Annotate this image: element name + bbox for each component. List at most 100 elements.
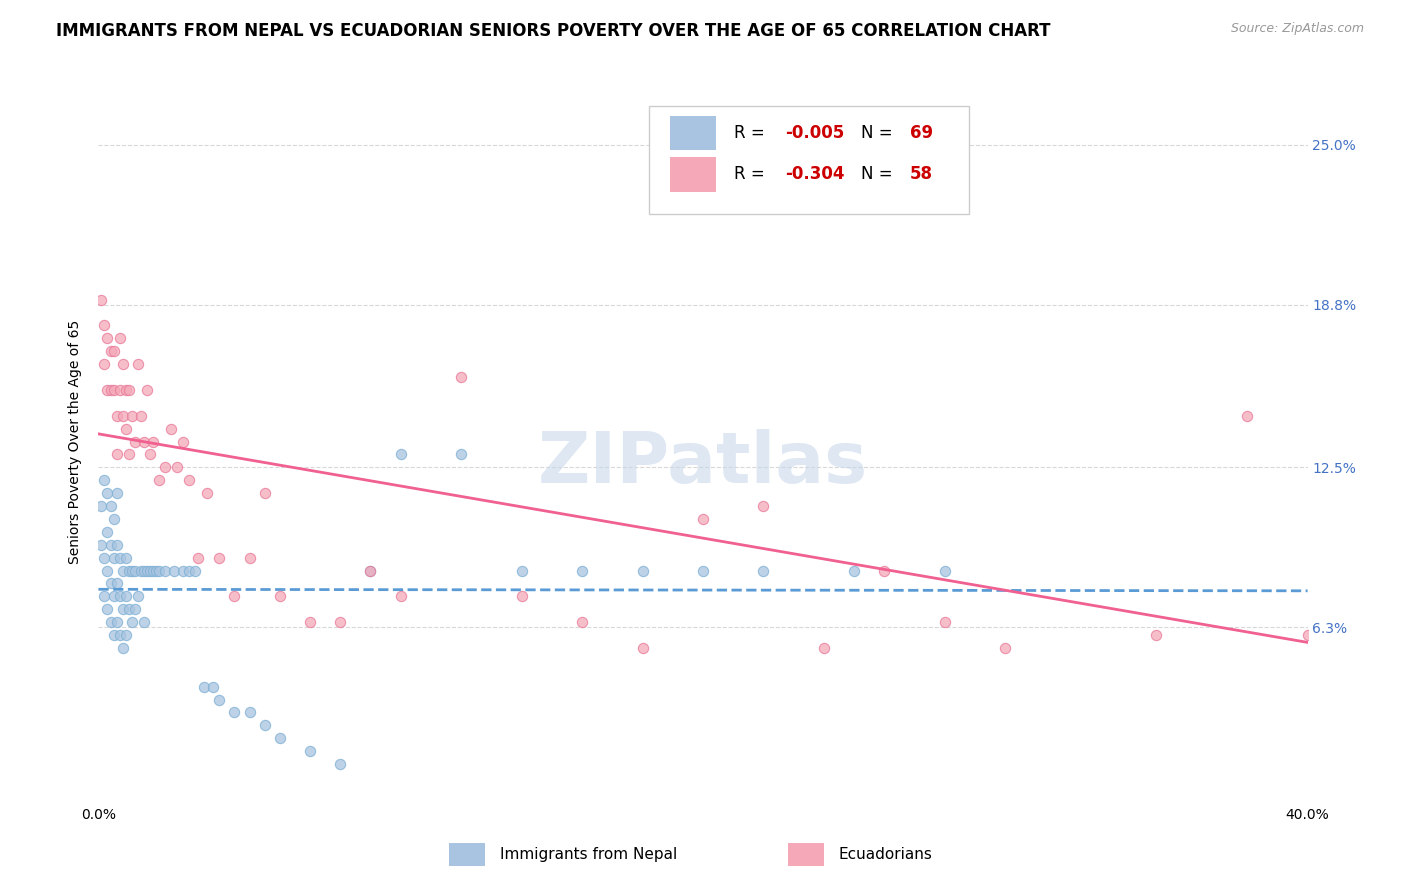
Text: N =: N = <box>862 165 898 183</box>
Point <box>121 409 143 423</box>
Text: Source: ZipAtlas.com: Source: ZipAtlas.com <box>1230 22 1364 36</box>
Point <box>132 615 155 630</box>
Point <box>96 524 118 539</box>
Point <box>450 370 472 384</box>
Point <box>135 383 157 397</box>
FancyBboxPatch shape <box>648 105 969 214</box>
Point <box>105 486 128 500</box>
Point <box>93 473 115 487</box>
Point <box>111 357 134 371</box>
Y-axis label: Seniors Poverty Over the Age of 65: Seniors Poverty Over the Age of 65 <box>69 319 83 564</box>
FancyBboxPatch shape <box>787 843 824 866</box>
Text: Immigrants from Nepal: Immigrants from Nepal <box>501 847 678 863</box>
Point <box>108 628 131 642</box>
Point <box>510 590 533 604</box>
Point <box>132 434 155 449</box>
Point <box>1144 628 1167 642</box>
Point <box>93 550 115 565</box>
Point <box>1236 409 1258 423</box>
Point <box>208 692 231 706</box>
Text: -0.304: -0.304 <box>785 165 845 183</box>
Point <box>184 564 207 578</box>
Point <box>153 460 176 475</box>
Point <box>160 422 183 436</box>
Point <box>90 499 112 513</box>
Text: ZIPatlas: ZIPatlas <box>538 429 868 498</box>
Point <box>103 512 125 526</box>
Point <box>389 590 412 604</box>
Point <box>129 409 152 423</box>
Point <box>108 331 131 345</box>
Point <box>132 564 155 578</box>
Point <box>103 344 125 359</box>
Point <box>96 383 118 397</box>
Point <box>114 383 136 397</box>
Point <box>96 602 118 616</box>
Point <box>299 615 322 630</box>
Point <box>105 447 128 461</box>
Point <box>93 318 115 333</box>
Point <box>179 564 201 578</box>
Point <box>1296 628 1319 642</box>
Text: R =: R = <box>734 124 770 142</box>
Point <box>121 615 143 630</box>
Point <box>100 615 122 630</box>
Point <box>127 590 149 604</box>
Point <box>111 640 134 655</box>
Point <box>96 331 118 345</box>
Point <box>124 602 146 616</box>
Point <box>114 550 136 565</box>
Point <box>121 564 143 578</box>
Point <box>148 473 170 487</box>
Point <box>389 447 412 461</box>
Point <box>108 550 131 565</box>
Point <box>103 628 125 642</box>
Point <box>844 564 866 578</box>
Point <box>124 564 146 578</box>
Point <box>253 486 276 500</box>
Point <box>269 731 291 746</box>
Text: 69: 69 <box>910 124 934 142</box>
Point <box>105 538 128 552</box>
Point <box>93 357 115 371</box>
Point <box>105 576 128 591</box>
Point <box>90 293 112 307</box>
Point <box>752 564 775 578</box>
Point <box>172 434 194 449</box>
Point <box>253 718 276 732</box>
Point <box>100 344 122 359</box>
Point <box>129 564 152 578</box>
Point <box>100 383 122 397</box>
Point <box>450 447 472 461</box>
Point <box>108 383 131 397</box>
Point <box>114 422 136 436</box>
Point <box>571 564 593 578</box>
Point <box>111 564 134 578</box>
Point <box>208 550 231 565</box>
Point <box>631 640 654 655</box>
Point <box>873 564 896 578</box>
Point <box>118 564 141 578</box>
Point <box>127 357 149 371</box>
Point <box>193 680 215 694</box>
Point <box>100 576 122 591</box>
Point <box>752 499 775 513</box>
Point <box>166 460 188 475</box>
Point <box>142 434 165 449</box>
Point <box>571 615 593 630</box>
Text: R =: R = <box>734 165 770 183</box>
Point <box>90 538 112 552</box>
Point <box>139 564 162 578</box>
Point <box>224 590 246 604</box>
Point <box>105 409 128 423</box>
Point <box>631 564 654 578</box>
Point <box>692 564 714 578</box>
Point <box>114 590 136 604</box>
Point <box>96 486 118 500</box>
Point <box>118 383 141 397</box>
Point <box>934 615 956 630</box>
Point <box>124 434 146 449</box>
Point <box>96 564 118 578</box>
Point <box>105 615 128 630</box>
Point <box>111 602 134 616</box>
